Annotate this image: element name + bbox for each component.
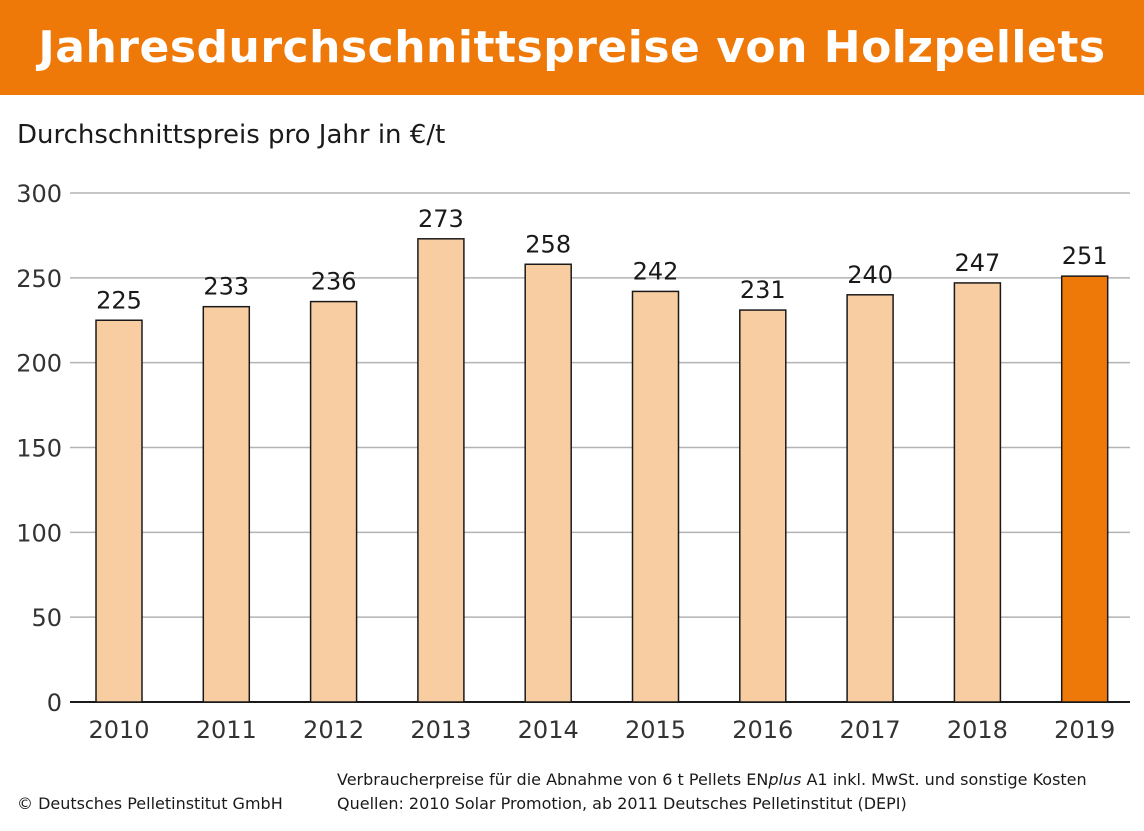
data-label: 231: [740, 276, 786, 304]
bar-2010: [95, 319, 143, 703]
data-label: 258: [525, 230, 571, 258]
data-label: 273: [418, 205, 464, 233]
data-label: 251: [1062, 242, 1108, 270]
price-note-prefix: Verbraucherpreise für die Abnahme von 6 …: [337, 770, 769, 789]
data-label: 236: [311, 268, 357, 296]
bar-2018: [953, 282, 1002, 703]
bar-2016: [739, 309, 787, 703]
x-tick-label: 2010: [88, 716, 149, 744]
bar-chart: 0 50 100 150 200 250 300 225 2010 233 2011 236 2012 2…: [16, 180, 1130, 744]
chart-subtitle: Durchschnittspreis pro Jahr in €/t: [17, 120, 446, 150]
data-label: 233: [203, 273, 249, 301]
x-tick-label: 2016: [732, 716, 793, 744]
y-tick-label: 250: [16, 265, 62, 293]
data-label: 240: [847, 261, 893, 289]
chart-title: Jahresdurchschnittspreise von Holzpellet…: [38, 22, 1106, 73]
y-tick-label: 50: [31, 604, 62, 632]
data-label: 242: [633, 257, 679, 285]
bar-2017: [846, 294, 894, 703]
x-tick-label: 2018: [947, 716, 1008, 744]
bar-2015: [631, 290, 680, 703]
data-label: 225: [96, 286, 142, 314]
x-tick-label: 2011: [196, 716, 257, 744]
x-tick-label: 2012: [303, 716, 364, 744]
x-tick-label: 2013: [410, 716, 471, 744]
x-tick-label: 2017: [840, 716, 901, 744]
price-note-suffix: A1 inkl. MwSt. und sonstige Kosten: [801, 770, 1087, 789]
x-tick-label: 2014: [518, 716, 579, 744]
y-tick-label: 300: [16, 180, 62, 208]
copyright-note: © Deutsches Pelletinstitut GmbH: [17, 794, 283, 813]
y-tick-label: 100: [16, 519, 62, 547]
bar-2013: [417, 238, 465, 703]
title-banner: Jahresdurchschnittspreise von Holzpellet…: [0, 0, 1144, 95]
price-note-italic: plus: [768, 770, 802, 789]
price-note: Verbraucherpreise für die Abnahme von 6 …: [337, 768, 1087, 792]
bar-2019: [1060, 275, 1109, 703]
data-label: 247: [954, 249, 1000, 277]
x-tick-label: 2019: [1054, 716, 1115, 744]
sources-note: Quellen: 2010 Solar Promotion, ab 2011 D…: [337, 794, 907, 813]
bar-2011: [202, 305, 251, 703]
y-tick-label: 200: [16, 350, 62, 378]
bar-2012: [309, 300, 358, 703]
source-notes: Verbraucherpreise für die Abnahme von 6 …: [337, 768, 1087, 816]
x-tick-label: 2015: [625, 716, 686, 744]
y-tick-label: 0: [47, 689, 62, 717]
y-tick-label: 150: [16, 435, 62, 463]
bar-2014: [524, 263, 572, 703]
